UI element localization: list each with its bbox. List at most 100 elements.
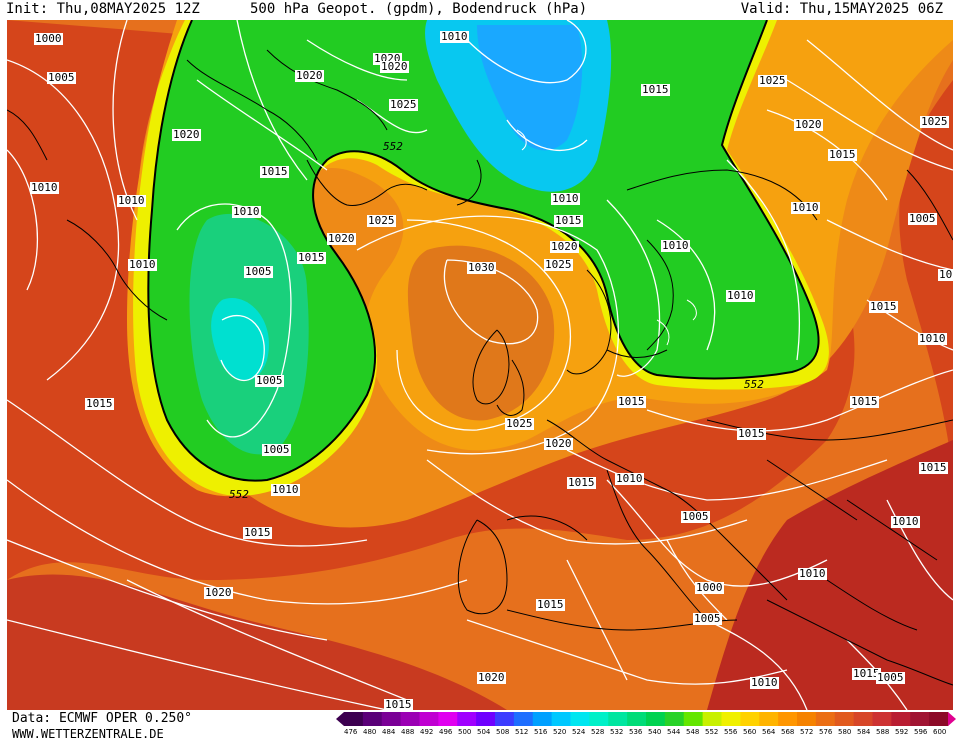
website-credit: WWW.WETTERZENTRALE.DE bbox=[12, 727, 164, 741]
isobar-label: 1010 bbox=[791, 201, 820, 214]
colorbar-tick-label: 560 bbox=[743, 728, 757, 736]
isobar-label: 1015 bbox=[617, 395, 646, 408]
isobar-label: 1010 bbox=[918, 332, 947, 345]
map-header: Init: Thu,08MAY2025 12Z 500 hPa Geopot. … bbox=[0, 0, 959, 20]
colorbar-swatch bbox=[344, 712, 364, 726]
isobar-label: 1005 bbox=[681, 510, 710, 523]
isobar-label: 1025 bbox=[920, 115, 949, 128]
field-orange-high bbox=[407, 245, 555, 421]
isobar-label: 1015 bbox=[737, 427, 766, 440]
colorbar-tick-label: 572 bbox=[800, 728, 814, 736]
colorbar-swatch bbox=[400, 712, 420, 726]
isobar-label: 1020 bbox=[327, 232, 356, 245]
isobar-label: 1015 bbox=[869, 300, 898, 313]
colorbar-swatch bbox=[438, 712, 458, 726]
colorbar-swatch bbox=[721, 712, 741, 726]
colorbar-tick-label: 476 bbox=[344, 728, 358, 736]
colorbar-swatch bbox=[910, 712, 930, 726]
isobar-label: 1020 bbox=[938, 269, 953, 281]
isobar-label: 1005 bbox=[244, 265, 273, 278]
isobar-label: 1005 bbox=[876, 671, 905, 684]
isobar-label: 1005 bbox=[47, 71, 76, 84]
field-darkred-se bbox=[707, 440, 953, 710]
map-footer: Data: ECMWF OPER 0.250° WWW.WETTERZENTRA… bbox=[0, 710, 959, 741]
colorbar-swatch bbox=[513, 712, 534, 726]
isobar-label: 1005 bbox=[255, 374, 284, 387]
isobar-label: 1015 bbox=[641, 83, 670, 96]
isobar-label: 1015 bbox=[260, 165, 289, 178]
isobar-label: 1025 bbox=[389, 98, 418, 111]
isobar-label: 1015 bbox=[85, 397, 114, 410]
colorbar-tick-label: 528 bbox=[591, 728, 605, 736]
colorbar-tick-label: 564 bbox=[762, 728, 776, 736]
colorbar-tick-label: 500 bbox=[458, 728, 472, 736]
lakes-and-inland bbox=[516, 129, 697, 346]
isobar-label: 1015 bbox=[384, 698, 413, 710]
geopotential-field bbox=[7, 20, 953, 710]
colorbar-swatch bbox=[834, 712, 855, 726]
colorbar-swatch bbox=[797, 712, 817, 726]
colorbar-tick-label: 596 bbox=[914, 728, 928, 736]
colorbar-swatch bbox=[589, 712, 609, 726]
colorbar-swatch bbox=[815, 712, 836, 726]
colorbar-tick-label: 480 bbox=[363, 728, 377, 736]
isobar-label: 1005 bbox=[262, 443, 291, 456]
isobar-label: 1020 bbox=[550, 240, 579, 253]
colorbar-tick-label: 584 bbox=[857, 728, 871, 736]
init-time: Init: Thu,08MAY2025 12Z bbox=[6, 1, 200, 17]
isobar-label: 1020 bbox=[477, 671, 506, 684]
isobar-label: 1020 bbox=[794, 118, 823, 131]
isobar-label: 1020 bbox=[380, 60, 409, 73]
isobar-label: 1010 bbox=[30, 181, 59, 194]
isobar-label: 1015 bbox=[554, 214, 583, 227]
field-green-area bbox=[148, 20, 819, 481]
colorbar-swatch bbox=[551, 712, 571, 726]
isobar-label: 1015 bbox=[828, 148, 857, 161]
colorbar-swatch bbox=[683, 712, 704, 726]
field-orange-band bbox=[7, 20, 953, 710]
isobar-label: 1015 bbox=[850, 395, 879, 408]
isobar-label: 1015 bbox=[567, 476, 596, 489]
colorbar-swatch bbox=[570, 712, 590, 726]
isobar-label: 1015 bbox=[243, 526, 272, 539]
isobar-label: 1025 bbox=[505, 417, 534, 430]
colorbar-swatch bbox=[381, 712, 402, 726]
colorbar-tick-label: 516 bbox=[534, 728, 548, 736]
colorbar-swatch bbox=[627, 712, 647, 726]
isobar-label: 1025 bbox=[758, 74, 787, 87]
colorbar-swatch bbox=[853, 712, 873, 726]
contour-552-line bbox=[147, 20, 820, 482]
isobar-label: 1010 bbox=[271, 483, 300, 496]
colorbar-swatch bbox=[495, 712, 515, 726]
field-deepblue-core bbox=[477, 25, 583, 151]
colorbar-swatch bbox=[419, 712, 439, 726]
isobar-label: 1010 bbox=[551, 192, 580, 205]
colorbar-left-arrow bbox=[336, 712, 344, 726]
colorbar-swatch bbox=[778, 712, 798, 726]
colorbar-swatch bbox=[664, 712, 685, 726]
colorbar-swatch bbox=[532, 712, 553, 726]
isobar-label: 1005 bbox=[693, 612, 722, 625]
isobar-label: 1010 bbox=[661, 239, 690, 252]
colorbar-swatch bbox=[891, 712, 911, 726]
valid-time: Valid: Thu,15MAY2025 06Z bbox=[740, 1, 943, 17]
colorbar-swatch bbox=[457, 712, 477, 726]
colorbar-swatch bbox=[929, 712, 949, 726]
colorbar-tick-label: 532 bbox=[610, 728, 624, 736]
colorbar-tick-label: 504 bbox=[477, 728, 491, 736]
isobar-label: 1010 bbox=[615, 472, 644, 485]
isobar-label: 1010 bbox=[232, 205, 261, 218]
data-source: Data: ECMWF OPER 0.250° bbox=[12, 711, 193, 726]
colorbar-tick-label: 592 bbox=[895, 728, 909, 736]
color-legend-bar bbox=[336, 712, 956, 726]
weather-map: 1000 1005 1020 1010 1010 1010 1015 1010 … bbox=[7, 20, 953, 710]
isobar-label: 1025 bbox=[544, 258, 573, 271]
isobar-label: 1015 bbox=[919, 461, 948, 474]
isobar-label: 1020 bbox=[172, 128, 201, 141]
isobar-label: 1000 bbox=[695, 581, 724, 594]
color-legend-labels: 476 480 484 488 492 496 500 504 508 512 516 520 524 5… bbox=[344, 728, 952, 740]
colorbar-tick-label: 552 bbox=[705, 728, 719, 736]
colorbar-swatch bbox=[476, 712, 496, 726]
colorbar-tick-label: 568 bbox=[781, 728, 795, 736]
colorbar-swatch bbox=[362, 712, 383, 726]
